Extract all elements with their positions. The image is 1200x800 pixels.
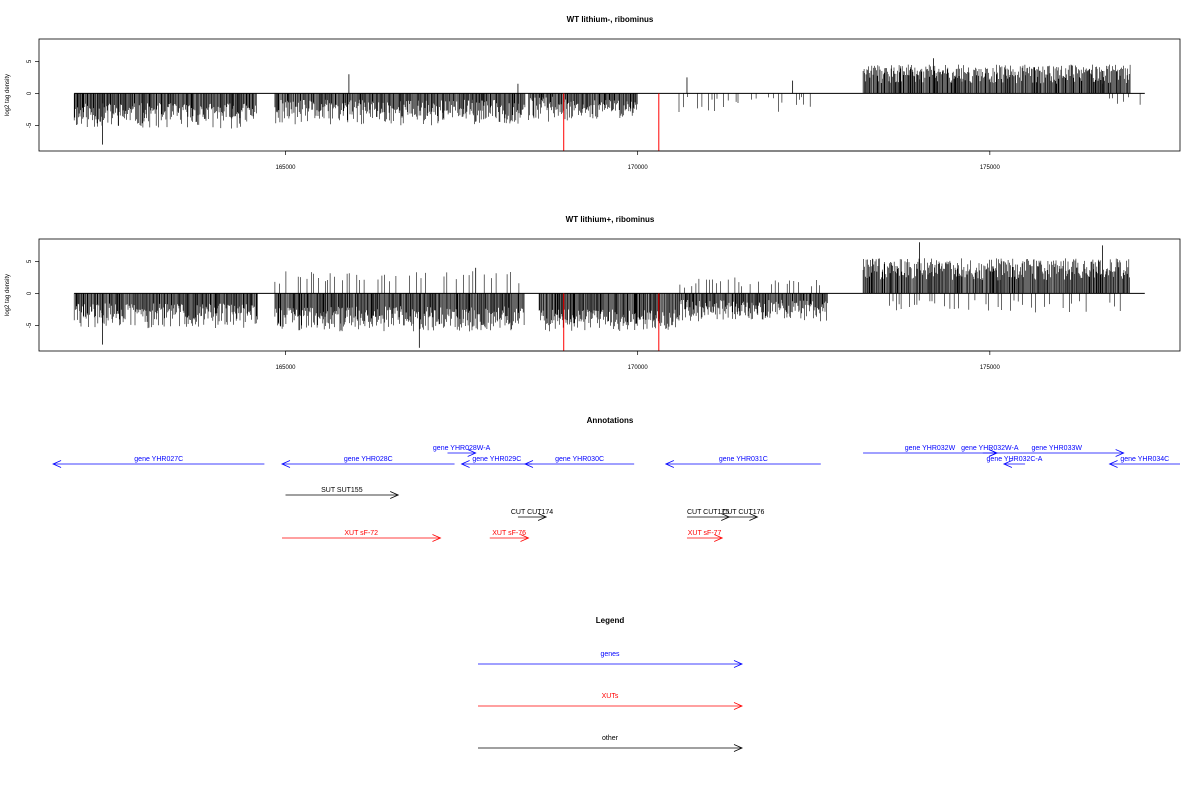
annotation-arrowhead	[432, 534, 442, 542]
legend-items: genes XUTs other	[478, 651, 743, 752]
annotation-label: gene YHR033W	[1032, 445, 1083, 452]
y-tick-label: -5	[27, 322, 33, 328]
annotation-arrowhead	[749, 513, 759, 521]
annotation-arrowhead	[390, 491, 400, 499]
legend-label: genes	[600, 651, 620, 658]
y-tick-label: 5	[27, 259, 33, 263]
annotation-label: gene YHR032C-A	[987, 456, 1043, 463]
x-tick-label: 165000	[275, 365, 296, 371]
y-tick-label: 0	[27, 291, 33, 295]
y-axis-label: log2 tag density	[5, 74, 11, 116]
annotation-label: CUT CUT176	[722, 509, 764, 516]
annotation-label: gene YHR032W	[905, 445, 956, 452]
annotation-label: gene YHR034C	[1120, 456, 1169, 463]
annotation-label: SUT SUT155	[321, 487, 363, 494]
axes: 5 0 -5 165000 170000 175000	[27, 259, 1001, 371]
annotation-items: gene YHR027C gene YHR028W-A gene YHR028C ge…	[52, 445, 1180, 542]
y-tick-label: -5	[27, 122, 33, 128]
annotation-label: XUT sF-76	[492, 530, 526, 537]
coverage-bars	[73, 58, 1145, 151]
annotation-arrowhead	[714, 534, 724, 542]
panel-title: WT lithium-, ribominus	[567, 15, 654, 24]
legend-label: other	[602, 735, 619, 742]
annotation-arrowhead	[1115, 449, 1125, 457]
annotation-arrowhead	[1108, 460, 1118, 468]
annotation-label: gene YHR028C	[344, 456, 393, 463]
annotation-label: gene YHR030C	[555, 456, 604, 463]
annotation-label: CUT CUT174	[511, 509, 553, 516]
y-tick-label: 5	[27, 59, 33, 63]
x-tick-label: 170000	[628, 365, 649, 371]
annotation-arrowhead	[523, 460, 534, 468]
legend: Legend genes XUTs other	[478, 616, 743, 752]
annotation-arrowhead	[467, 449, 477, 457]
legend-arrowhead	[733, 744, 743, 752]
legend-arrowhead	[733, 660, 743, 668]
x-tick-label: 165000	[275, 165, 296, 171]
axes: 5 0 -5 165000 170000 175000	[27, 59, 1001, 171]
annotation-arrowhead	[520, 534, 530, 542]
annotation-label: gene YHR032W-A	[961, 445, 1019, 452]
legend-title: Legend	[596, 616, 625, 625]
annotation-arrowhead	[460, 460, 470, 468]
y-tick-label: 0	[27, 91, 33, 95]
coverage-panel-lithium-plus: WT lithium+, ribominus log2 tag density …	[5, 215, 1181, 371]
annotation-arrowhead	[52, 460, 62, 468]
coverage-bars	[73, 242, 1145, 351]
y-axis-label: log2 tag density	[5, 274, 11, 316]
annotation-label: gene YHR029C	[472, 456, 521, 463]
x-tick-label: 175000	[980, 165, 1001, 171]
annotation-label: gene YHR028W-A	[433, 445, 491, 452]
annotations-title: Annotations	[587, 416, 634, 425]
x-tick-label: 170000	[628, 165, 649, 171]
coverage-panel-lithium-minus: WT lithium-, ribominus log2 tag density …	[5, 15, 1181, 171]
annotation-arrowhead	[280, 460, 291, 468]
annotation-arrowhead	[1002, 460, 1013, 468]
panel-title: WT lithium+, ribominus	[566, 215, 655, 224]
annotation-arrowhead	[537, 513, 548, 521]
annotation-label: CUT CUT175	[687, 509, 729, 516]
annotation-arrowhead	[664, 460, 675, 468]
x-tick-label: 175000	[980, 365, 1001, 371]
legend-arrowhead	[733, 702, 743, 710]
annotation-label: XUT sF-77	[688, 530, 722, 537]
annotation-label: gene YHR031C	[719, 456, 768, 463]
annotation-label: XUT sF-72	[344, 530, 378, 537]
legend-label: XUTs	[602, 693, 619, 700]
annotation-label: gene YHR027C	[134, 456, 183, 463]
